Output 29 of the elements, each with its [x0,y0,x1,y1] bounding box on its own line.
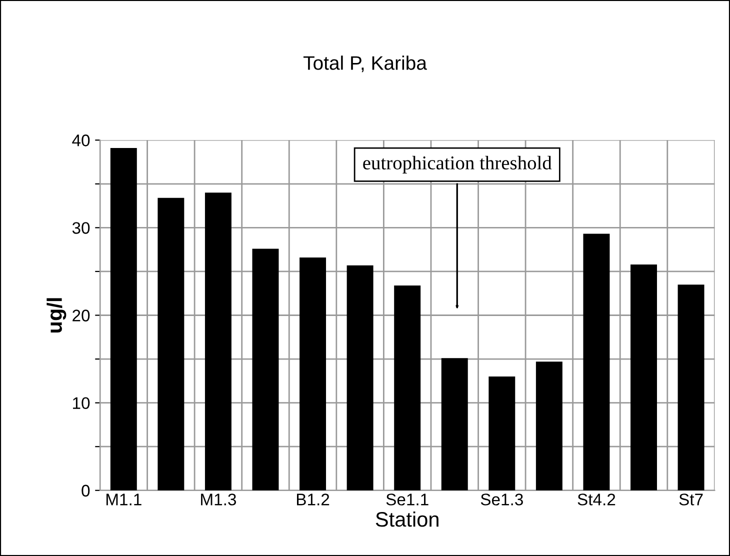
bar [252,248,279,490]
x-tick-label: St7 [679,494,703,506]
y-tick-label: 30 [72,222,90,234]
y-tick-label: 0 [82,484,90,497]
bar [536,362,562,490]
bar [394,285,421,490]
bar [678,284,704,490]
bar [204,192,232,490]
bar [583,234,610,490]
bar [488,376,516,490]
y-tick-label: 10 [73,397,90,410]
x-tick-label: M1.3 [201,494,236,506]
bar [630,264,657,490]
chart-title: Total P, Kariba [303,56,427,72]
bar [110,148,137,490]
y-tick-label: 40 [72,134,90,146]
bar [441,358,468,490]
bar [300,257,326,490]
y-axis-title: ug/l [46,298,66,332]
x-tick-label: Se1.3 [480,494,523,506]
x-tick-label: Se1.1 [386,494,428,506]
x-tick-label: M1.1 [106,494,142,506]
x-tick-label: St4.2 [578,494,616,506]
annotation: eutrophication threshold [363,156,552,174]
x-axis-title: Station [376,511,438,527]
bar [158,198,184,490]
y-tick-label: 20 [72,310,90,322]
bar [346,265,374,490]
x-tick-label: B1.2 [297,494,330,506]
